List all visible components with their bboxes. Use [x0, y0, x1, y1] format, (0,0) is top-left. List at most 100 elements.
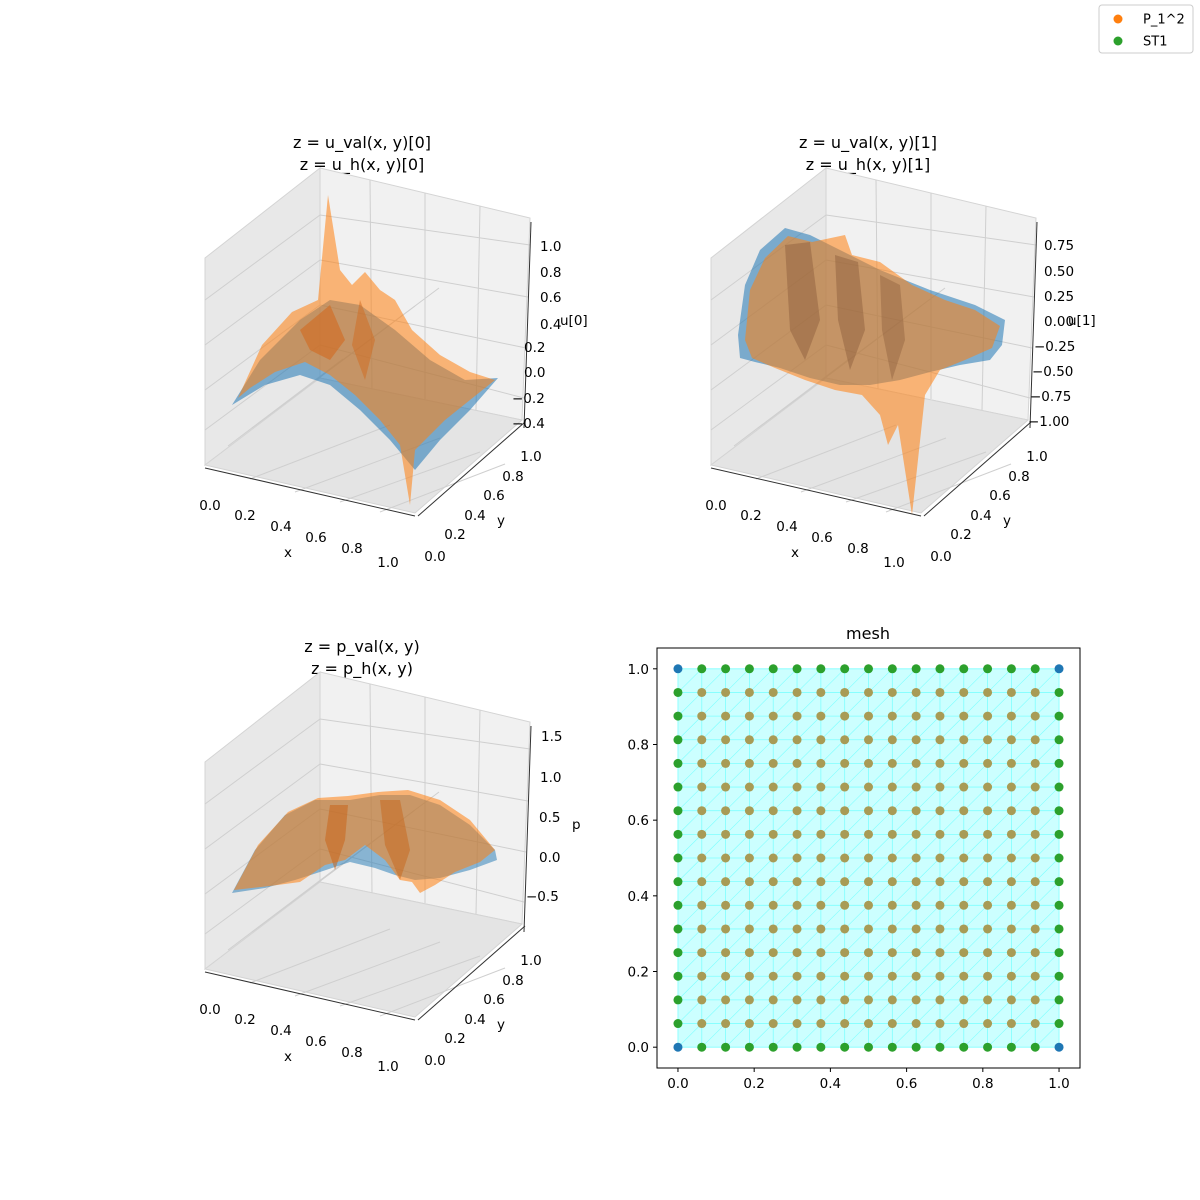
- mesh-diagonal: [844, 976, 869, 1001]
- mesh-p1-point: [864, 877, 873, 887]
- panel-u0-z-tick: 0.8: [540, 265, 561, 281]
- mesh-p1-point: [816, 924, 826, 934]
- mesh-diagonal: [868, 905, 893, 930]
- mesh-p1-point: [911, 806, 921, 816]
- panel-u0-z-axis-line: [523, 221, 532, 429]
- panel-u0-z-label: u[0]: [560, 313, 588, 329]
- panel-p-x-tick: 0.8: [341, 1045, 362, 1061]
- mesh-p1-point: [816, 971, 826, 981]
- mesh-p1-point: [1030, 687, 1040, 697]
- mesh-p1-point: [1030, 877, 1040, 887]
- mesh-diagonal: [725, 834, 750, 859]
- mesh-p1-point: [911, 995, 921, 1005]
- mesh-diagonal: [939, 739, 964, 764]
- mesh-diagonal: [892, 999, 917, 1024]
- mesh-p1-point: [697, 877, 707, 887]
- mesh-diagonal: [701, 928, 726, 953]
- mesh-st1-point: [1006, 1042, 1016, 1052]
- mesh-st1-point: [1054, 1019, 1064, 1029]
- mesh-diagonal: [796, 905, 822, 930]
- mesh-diagonal: [915, 881, 941, 906]
- mesh-diagonal: [749, 739, 774, 764]
- mesh-diagonal: [749, 952, 774, 977]
- mesh-diagonal: [749, 881, 774, 906]
- mesh-p1-point: [768, 806, 778, 816]
- mesh-st1-point: [697, 664, 707, 674]
- mesh-p1-point: [792, 758, 802, 768]
- mesh-p1-point: [1006, 687, 1016, 697]
- mesh-diagonal: [844, 739, 869, 764]
- mesh-diagonal: [773, 668, 798, 693]
- mesh-p1-point: [744, 1019, 754, 1029]
- mesh-p1-point: [744, 735, 754, 745]
- mesh-p1-point: [768, 853, 778, 863]
- panel-u1-axis-lines: [710, 221, 1038, 517]
- mesh-p1-point: [1006, 758, 1016, 768]
- mesh-diagonal: [796, 928, 822, 953]
- mesh-p1-point: [959, 877, 969, 887]
- mesh-p1-point: [887, 735, 897, 745]
- mesh-diagonal: [987, 834, 1012, 859]
- mesh-p1-point: [959, 829, 969, 839]
- mesh-p1-point: [887, 711, 897, 721]
- mesh-diagonal: [868, 999, 893, 1024]
- panel-u0-axis-lines: [204, 221, 532, 517]
- mesh-p1-point: [697, 758, 707, 768]
- mesh-st1-point: [673, 829, 683, 839]
- mesh-p1-point: [983, 995, 993, 1005]
- mesh-diagonal: [844, 905, 869, 930]
- panel-u0-x-tick: 0.2: [234, 508, 255, 524]
- mesh-p1-point: [744, 995, 754, 1005]
- mesh-st1-point: [983, 1042, 993, 1052]
- mesh-p1-point: [887, 829, 897, 839]
- mesh-st1-point: [1054, 948, 1064, 958]
- mesh-diagonal: [749, 668, 774, 693]
- mesh-diagonal: [773, 905, 798, 930]
- mesh-diagonal: [939, 763, 964, 788]
- mesh-p1-point: [840, 924, 850, 934]
- mesh-p1-point: [864, 1019, 873, 1029]
- mesh-diagonal: [987, 881, 1012, 906]
- panel-mesh-title: mesh: [846, 624, 890, 643]
- legend-marker-p1: [1113, 14, 1123, 24]
- mesh-p1-point: [864, 971, 873, 981]
- mesh-diagonal: [749, 976, 774, 1001]
- mesh-p1-point: [768, 995, 778, 1005]
- panel-u1-grid-line: [885, 463, 1012, 513]
- mesh-p1-point: [721, 853, 731, 863]
- mesh-p1-point: [816, 900, 826, 910]
- mesh-diagonal: [1011, 739, 1036, 764]
- mesh-diagonal: [939, 976, 964, 1001]
- mesh-diagonal: [749, 763, 774, 788]
- panel-p-grid-line: [319, 763, 529, 802]
- panel-p-y-ticks: 0.0 0.2 0.4 0.6 0.8 1.0: [424, 953, 541, 1069]
- mesh-p1-point: [864, 924, 873, 934]
- mesh-diagonal: [773, 952, 798, 977]
- panel-u0-y-tick: 0.2: [444, 527, 465, 543]
- mesh-diagonal: [701, 786, 726, 811]
- mesh-diagonal: [749, 692, 774, 717]
- mesh-diagonal: [915, 810, 941, 835]
- mesh-diagonal: [677, 952, 702, 977]
- mesh-p1-point: [1006, 735, 1016, 745]
- panel-p-y-tick: 0.8: [502, 973, 523, 989]
- mesh-p1-point: [911, 782, 921, 792]
- mesh-diagonal: [915, 763, 941, 788]
- panel-u0-z-tick: 0.0: [524, 365, 545, 381]
- mesh-diagonal: [844, 834, 869, 859]
- panel-u0-y-tick: 0.6: [483, 488, 504, 504]
- mesh-diagonal: [892, 810, 917, 835]
- mesh-p1-point: [911, 900, 921, 910]
- mesh-diagonal: [1011, 715, 1036, 740]
- panel-u0-title-line-2: z = u_h(x, y)[0]: [300, 155, 425, 175]
- mesh-st1-point: [1054, 971, 1064, 981]
- mesh-p1-point: [1006, 971, 1016, 981]
- mesh-p1-point: [840, 877, 850, 887]
- mesh-p1-point: [697, 687, 707, 697]
- panel-p-grid-line: [204, 718, 321, 805]
- mesh-diagonal: [939, 928, 964, 953]
- mesh-p1-point: [1030, 924, 1040, 934]
- mesh-diagonal: [749, 999, 774, 1024]
- mesh-p1-point: [1030, 735, 1040, 745]
- mesh-diagonal: [987, 810, 1012, 835]
